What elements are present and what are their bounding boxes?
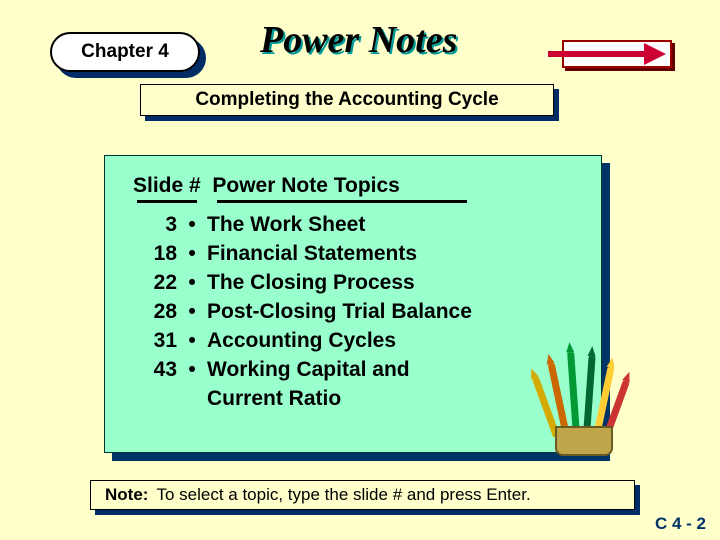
subtitle-text: Completing the Accounting Cycle [140,84,554,116]
power-notes-title: Power Notes [260,18,457,62]
topic-text: The Closing Process [207,269,593,298]
topic-num: 3 [133,211,177,240]
bullet-icon: • [183,327,201,356]
topics-header: Slide # Power Note Topics [133,174,593,198]
header-underline [133,200,593,203]
note-banner: Note: To select a topic, type the slide … [90,480,635,510]
topic-num: 22 [133,269,177,298]
subtitle-bar: Completing the Accounting Cycle [140,84,554,116]
topics-list: 3 • The Work Sheet 18 • Financial Statem… [133,211,593,414]
topic-text: The Work Sheet [207,211,593,240]
note-lead: Note: [105,485,148,505]
pencils-icon [543,336,623,456]
topic-num: 31 [133,327,177,356]
topic-num: 28 [133,298,177,327]
note-text: To select a topic, type the slide # and … [156,485,530,505]
chapter-label: Chapter 4 [50,32,200,72]
bullet-icon: • [183,269,201,298]
topic-num: 43 [133,356,177,385]
bullet-icon: • [183,211,201,240]
bullet-icon: • [183,356,201,385]
chapter-badge: Chapter 4 [50,32,200,72]
topic-text: Financial Statements [207,240,593,269]
bullet-icon: • [183,240,201,269]
topic-text: Accounting Cycles [207,327,593,356]
topic-num: 18 [133,240,177,269]
topics-panel: Slide # Power Note Topics 3 • The Work S… [104,155,602,453]
arrow-graphic [562,40,672,68]
bullet-icon: • [183,298,201,327]
topic-text: Post-Closing Trial Balance [207,298,593,327]
slide-number: C 4 - 2 [655,514,706,534]
